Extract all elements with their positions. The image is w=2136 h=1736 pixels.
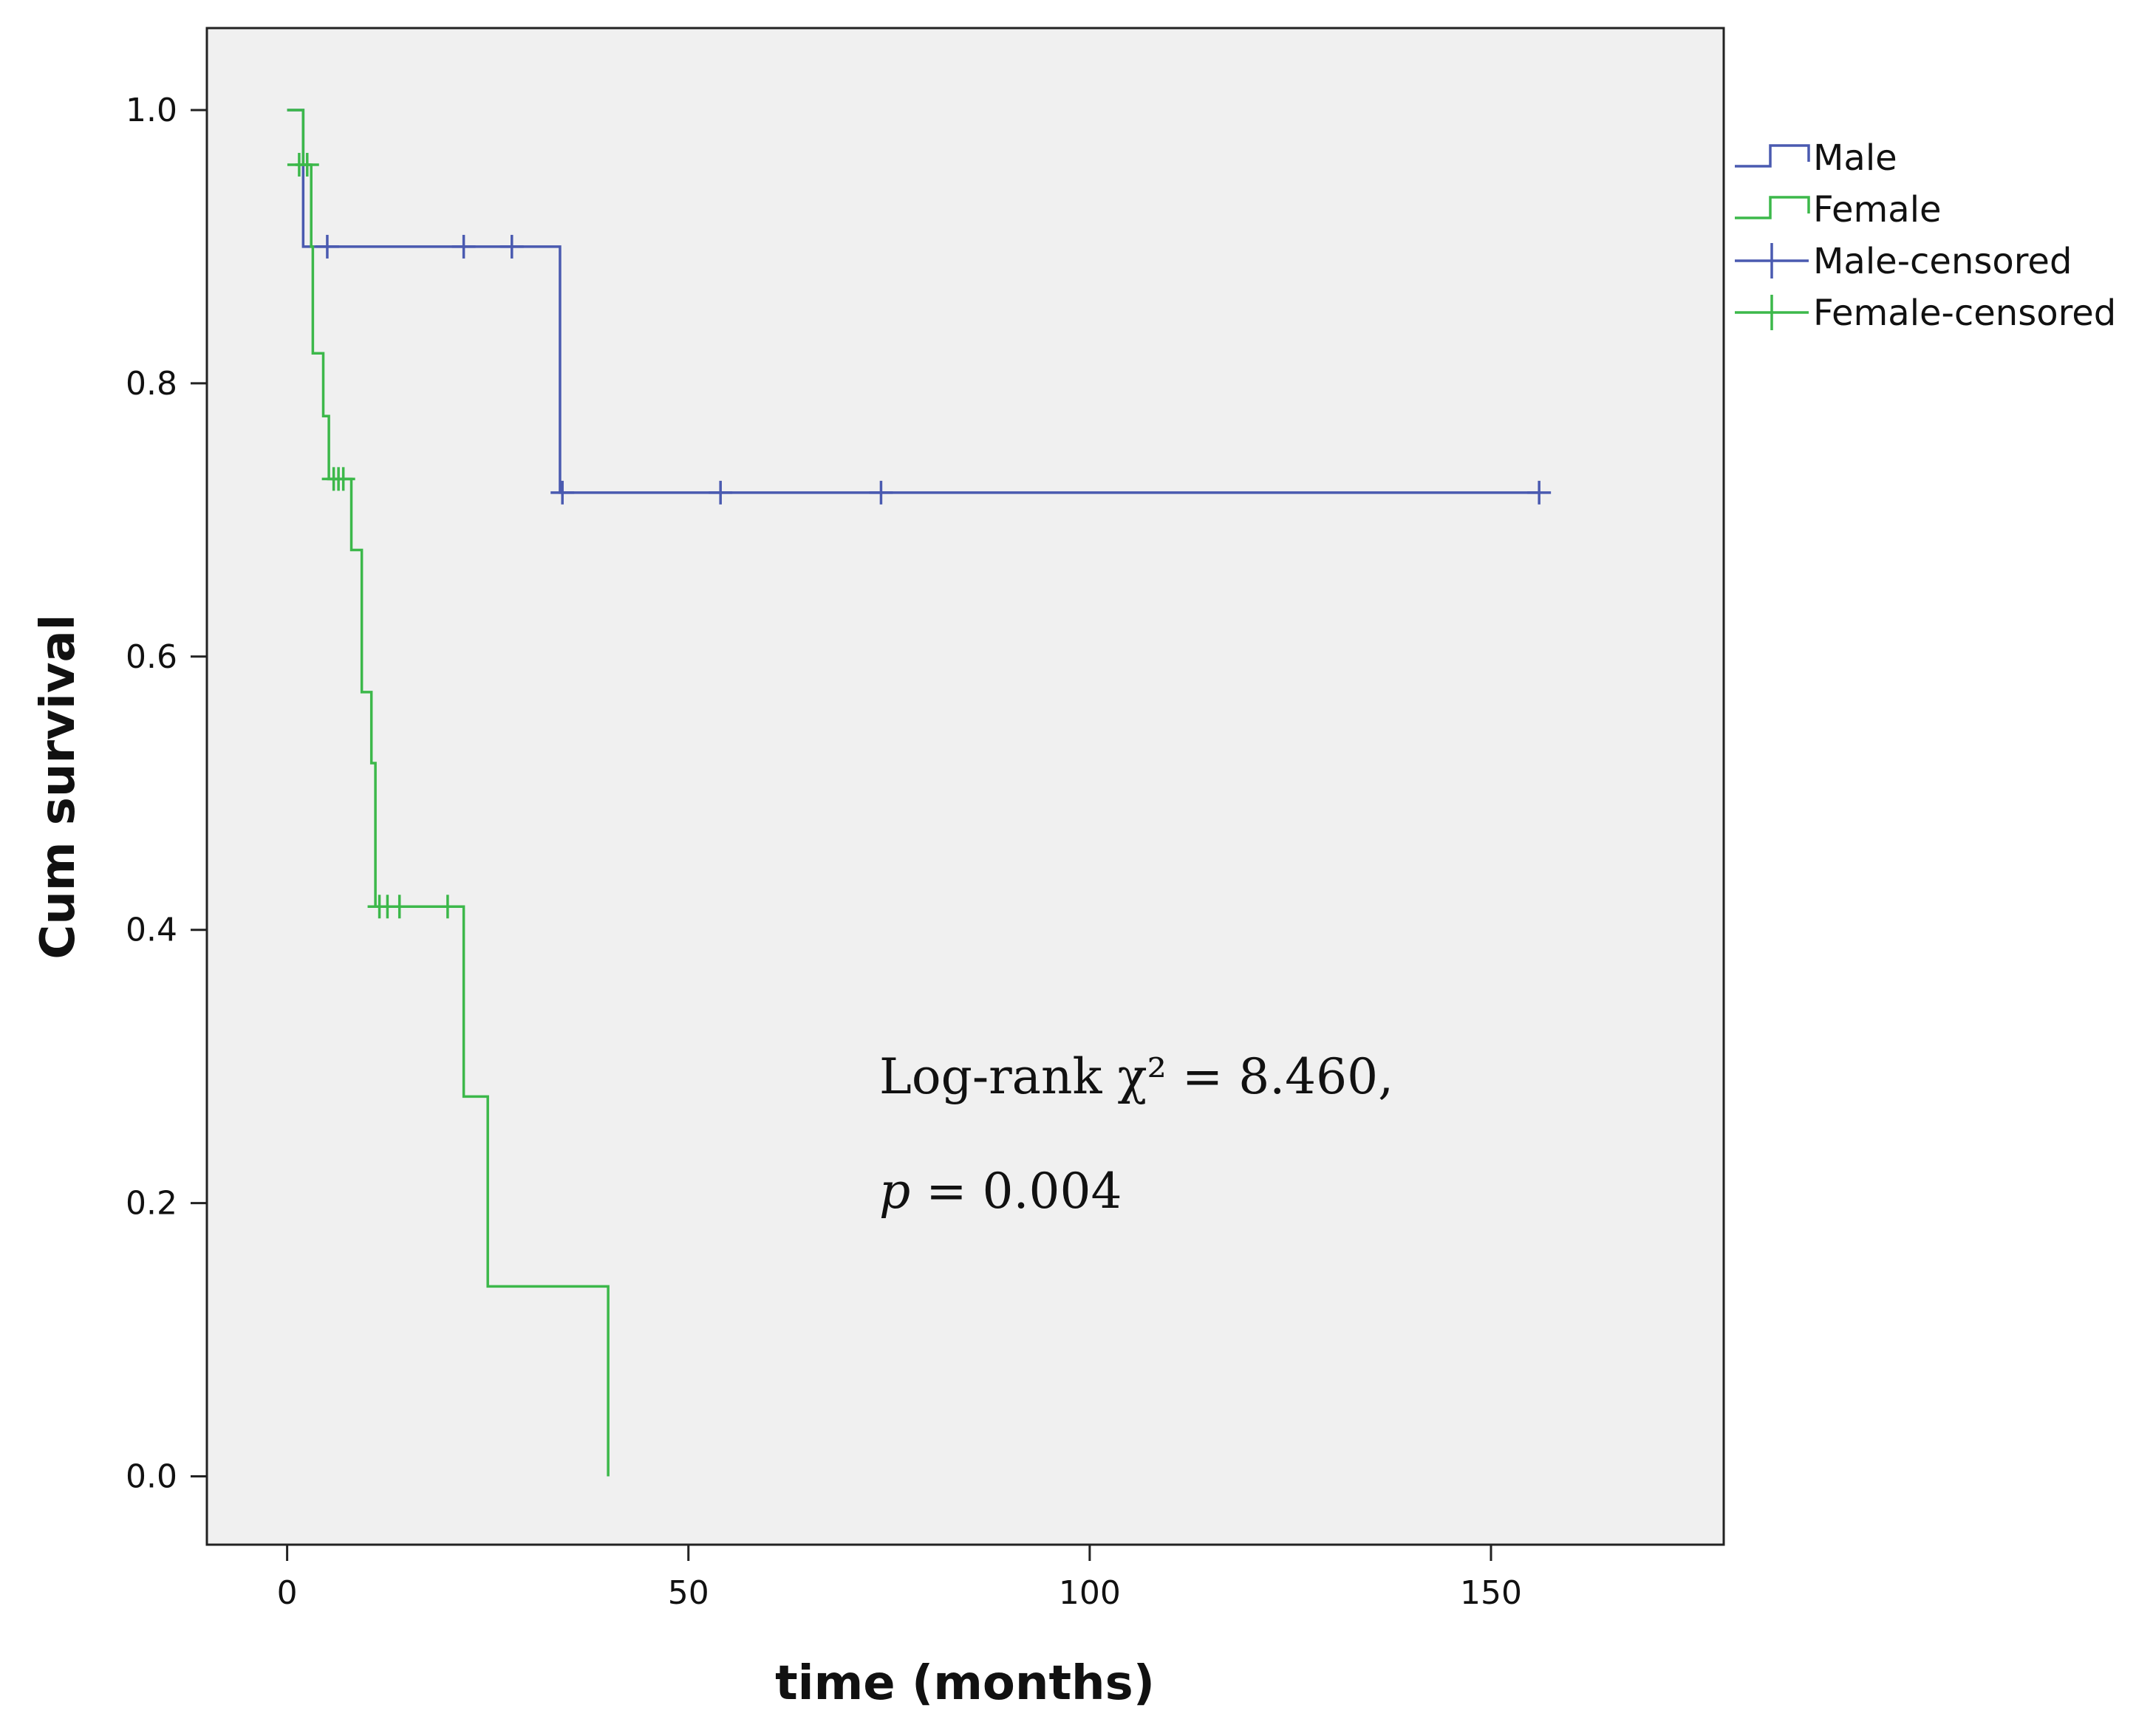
legend-label: Male: [1813, 137, 1897, 179]
x-axis-title: time (months): [775, 1656, 1155, 1711]
male-censor-mark: [451, 234, 476, 259]
male-censor-mark: [499, 234, 524, 259]
legend-label: Female: [1813, 189, 1942, 230]
y-tick-label: 1.0: [126, 92, 177, 129]
female-censor-mark: [295, 152, 319, 177]
p-value-symbol: p: [879, 1163, 910, 1220]
female-censor-mark: [331, 467, 355, 491]
p-value-annotation: p = 0.004: [879, 1163, 1122, 1220]
male-censor-mark: [550, 480, 575, 505]
plot-area: [205, 27, 1725, 1546]
legend-item-male: Male: [1735, 137, 1897, 179]
y-tick-label: 0.4: [126, 912, 177, 949]
x-axis: 0 50 100 150: [277, 1545, 1522, 1612]
male-censor-mark: [709, 480, 733, 505]
x-tick-label: 50: [668, 1574, 709, 1612]
y-tick-label: 0.8: [126, 365, 177, 403]
x-tick-label: 150: [1460, 1574, 1522, 1612]
p-value-text: = 0.004: [910, 1163, 1122, 1220]
legend-step-swatch: [1735, 144, 1810, 168]
female-censor-mark: [387, 895, 412, 919]
male-censor-mark: [315, 234, 339, 259]
y-tick-label: 0.2: [126, 1185, 177, 1223]
y-axis: 0.0 0.2 0.4 0.6 0.8 1.0: [126, 92, 207, 1496]
legend-step-swatch: [1735, 196, 1810, 219]
y-tick-label: 0.0: [126, 1458, 177, 1496]
log-rank-annotation: Log-rank χ² = 8.460,: [879, 1048, 1393, 1105]
legend-item-male-censored: Male-censored: [1735, 241, 2072, 282]
legend-item-female: Female: [1735, 189, 1942, 230]
legend-label: Female-censored: [1813, 293, 2116, 334]
legend-item-female-censored: Female-censored: [1735, 293, 2116, 334]
x-tick-label: 100: [1059, 1574, 1121, 1612]
female-survival-curve: [287, 109, 610, 1477]
y-axis-title: Cum survival: [31, 614, 86, 959]
legend: Male Female Male-censored Female-censored: [1735, 137, 2116, 334]
male-censor-mark: [1527, 480, 1552, 505]
male-censor-mark: [869, 480, 893, 505]
series-layer: [287, 109, 1552, 1477]
female-censor-mark: [435, 895, 460, 919]
legend-label: Male-censored: [1813, 241, 2072, 282]
y-tick-label: 0.6: [126, 638, 177, 676]
x-tick-label: 0: [277, 1574, 298, 1612]
